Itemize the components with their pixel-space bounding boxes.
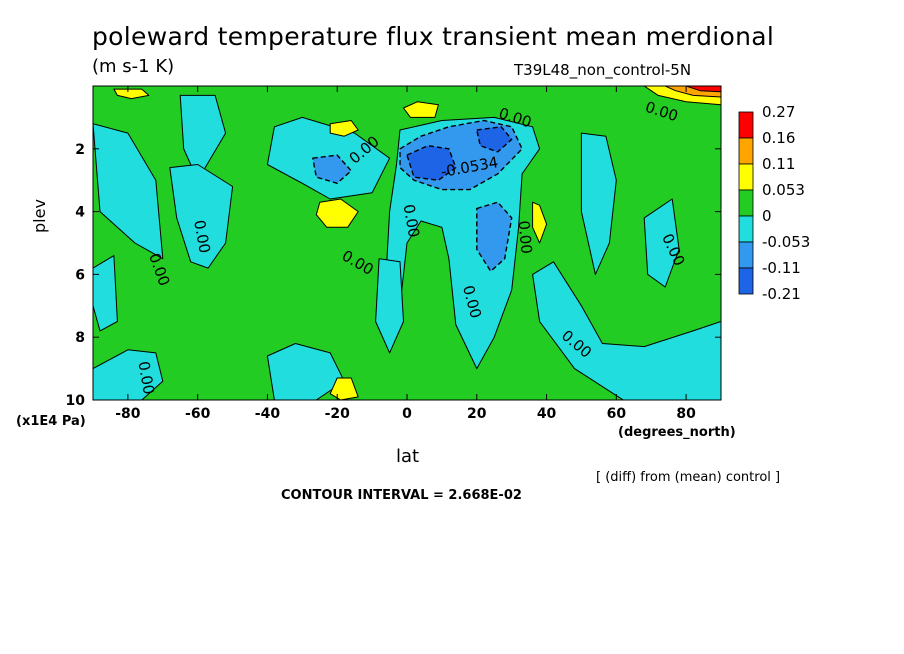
chart-title: poleward temperature flux transient mean… <box>92 22 775 51</box>
contour-region <box>329 120 359 137</box>
y-tick-label: 6 <box>75 267 85 283</box>
x-tick-label: 20 <box>467 406 487 422</box>
contour-region <box>93 255 118 332</box>
colorbar-swatch <box>738 267 754 295</box>
colorbar-label: 0.053 <box>762 181 805 199</box>
y-axis-units: (x1E4 Pa) <box>16 414 86 429</box>
contour-region <box>685 86 721 93</box>
contour-region <box>476 126 513 153</box>
contour-region <box>643 198 680 288</box>
x-axis-units: (degrees_north) <box>618 425 736 440</box>
colorbar-swatch <box>738 241 754 269</box>
colorbar-swatch <box>738 163 754 191</box>
colorbar-label: 0.16 <box>762 129 795 147</box>
run-label: T39L48_non_control-5N <box>514 61 692 79</box>
colorbar-label: -0.053 <box>762 233 810 251</box>
colorbar-label: 0.11 <box>762 155 795 173</box>
contour-region <box>93 349 164 400</box>
colorbar-swatch <box>738 189 754 217</box>
x-tick-label: -80 <box>115 406 141 422</box>
diff-note: [ (diff) from (mean) control ] <box>596 470 781 485</box>
x-tick-label: -60 <box>185 406 211 422</box>
contour-region <box>179 94 227 181</box>
contour-region <box>406 144 457 181</box>
colorbar-swatch <box>738 111 754 139</box>
contour-region <box>169 164 234 269</box>
contour-interval: CONTOUR INTERVAL = 2.668E-02 <box>281 488 522 503</box>
contour-region <box>113 88 150 100</box>
y-tick-label: 2 <box>75 142 85 158</box>
x-tick-label: 40 <box>537 406 557 422</box>
contour-region <box>315 198 359 228</box>
colorbar-label: 0.27 <box>762 103 795 121</box>
colorbar-label: -0.21 <box>762 285 801 303</box>
chart-units: (m s-1 K) <box>92 56 175 77</box>
contour-label: 0.00 <box>400 203 424 239</box>
contour-region <box>532 201 548 244</box>
x-tick-label: -20 <box>325 406 351 422</box>
contour-region <box>312 154 352 185</box>
contour-region <box>580 132 617 275</box>
y-tick-label: 4 <box>75 205 85 221</box>
contour-label: 0.00 <box>515 220 536 255</box>
x-axis-label: lat <box>396 446 420 467</box>
x-tick-label: 60 <box>607 406 627 422</box>
colorbar-label: -0.11 <box>762 259 801 277</box>
y-tick-label: 8 <box>75 330 85 346</box>
contour-region <box>93 123 164 260</box>
contour-fills <box>93 86 721 400</box>
colorbar-swatch <box>738 215 754 243</box>
x-tick-label: 0 <box>402 406 412 422</box>
colorbar-label: 0 <box>762 207 772 225</box>
colorbar-swatch <box>738 137 754 165</box>
contour-label: 0.00 <box>134 360 158 396</box>
x-tick-label: 80 <box>676 406 696 422</box>
y-axis-label: plev <box>30 199 49 233</box>
contour-region <box>403 101 439 118</box>
x-tick-label: -40 <box>255 406 281 422</box>
contour-label: 0.00 <box>190 219 214 255</box>
y-tick-label: 10 <box>66 393 86 409</box>
contour-region <box>532 261 721 400</box>
contour-region <box>375 258 404 354</box>
contour-region <box>476 201 513 272</box>
